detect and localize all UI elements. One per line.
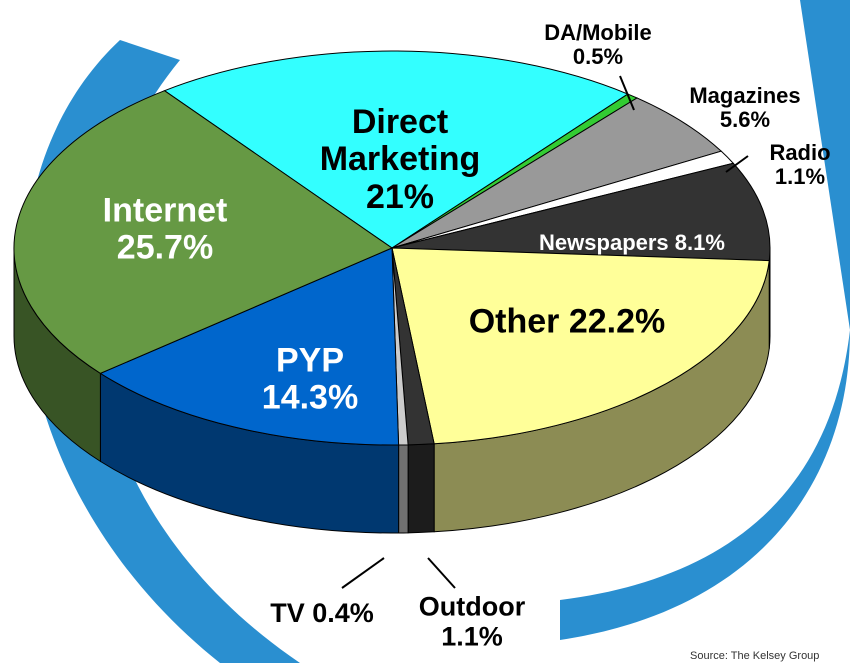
value-label: 8.1%: [674, 229, 725, 255]
category-label: DA/Mobile: [544, 19, 652, 45]
slice: [163, 50, 629, 249]
leader-lines: [341, 75, 749, 589]
value-label: 21%: [365, 177, 435, 216]
value-label: 0.4%: [312, 598, 374, 629]
source-note: Source: The Kelsey Group: [690, 650, 820, 662]
category-label: TV: [270, 598, 305, 629]
pie: [13, 50, 771, 534]
leader-line: [341, 557, 385, 589]
category-label: Direct Marketing: [319, 102, 481, 179]
value-label: 14.3%: [261, 379, 359, 417]
slice-label: Internet 25.7%: [65, 191, 265, 268]
value-label: 0.5%: [572, 44, 624, 69]
slice-label: Newspapers 8.1%: [482, 229, 782, 255]
category-label: Newspapers: [539, 229, 669, 255]
value-label: 22.2%: [568, 302, 666, 341]
slice-label: Magazines 5.6%: [670, 82, 820, 132]
value-label: 5.6%: [719, 107, 771, 132]
slice-label: TV 0.4%: [232, 598, 412, 629]
value-label: 25.7%: [116, 229, 214, 267]
slice-label: DA/Mobile 0.5%: [523, 19, 673, 69]
category-label: PYP: [275, 341, 345, 380]
slice: [391, 247, 770, 445]
category-label: Other: [468, 302, 560, 341]
slice-side: [407, 443, 435, 534]
slice-label: Other 22.2%: [407, 303, 727, 340]
slice: [391, 162, 771, 262]
value-label: 1.1%: [774, 164, 826, 189]
value-label: 1.1%: [441, 621, 503, 651]
slice-label: PYP 14.3%: [220, 341, 400, 418]
slice-label: Outdoor 1.1%: [392, 592, 552, 651]
category-label: Outdoor: [418, 591, 526, 622]
leader-line: [619, 75, 635, 111]
slice: [99, 247, 400, 446]
slice-label: Direct Marketing 21%: [285, 102, 515, 216]
leader-line: [427, 557, 456, 589]
slice-side: [398, 444, 409, 534]
slice: [391, 97, 723, 249]
category-label: Magazines: [689, 82, 801, 108]
slice-label: Radio 1.1%: [755, 139, 845, 189]
leader-line: [725, 155, 749, 173]
category-label: Internet: [102, 191, 228, 230]
slice: [13, 90, 394, 374]
category-label: Radio: [769, 139, 831, 165]
background-swoosh: [560, 0, 850, 640]
